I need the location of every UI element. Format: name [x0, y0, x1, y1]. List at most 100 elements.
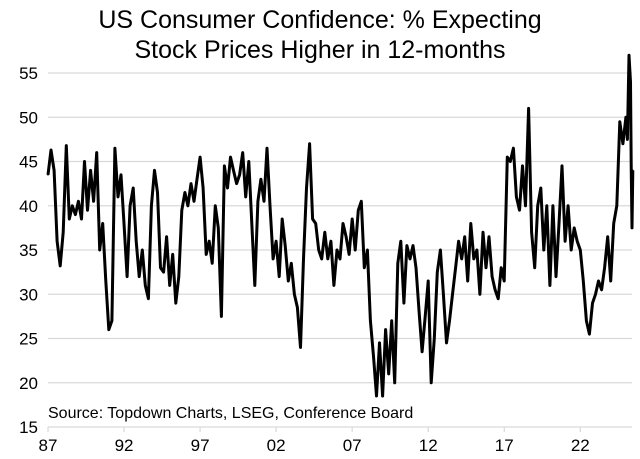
data-point [65, 144, 68, 147]
data-point [129, 204, 131, 207]
data-point [177, 275, 180, 278]
data-point [369, 320, 372, 322]
data-point [232, 169, 235, 172]
data-point [217, 227, 220, 229]
data-point [339, 258, 341, 260]
x-tick-label: 92 [115, 436, 134, 455]
data-point [293, 293, 296, 296]
data-point [630, 165, 633, 167]
data-point [214, 204, 217, 207]
data-point [427, 280, 430, 282]
data-point [573, 227, 576, 229]
series-line [46, 53, 635, 398]
data-point [305, 187, 308, 189]
data-point [311, 218, 314, 220]
data-point [530, 231, 533, 234]
data-point [269, 204, 271, 207]
data-point [622, 143, 624, 145]
series-points [47, 54, 634, 397]
data-point [348, 253, 350, 256]
data-point [181, 209, 183, 211]
data-point [421, 350, 423, 353]
data-point [552, 204, 554, 207]
data-point [457, 240, 460, 242]
x-tick-label: 22 [571, 436, 590, 455]
data-point [235, 182, 238, 185]
data-point [488, 235, 490, 238]
data-point [80, 218, 83, 220]
data-point [317, 249, 320, 251]
data-point [278, 275, 280, 278]
x-tick-label: 87 [39, 436, 58, 455]
data-point [336, 249, 338, 251]
data-point [579, 249, 582, 251]
data-point [114, 147, 116, 150]
data-point [56, 240, 58, 242]
data-point [193, 200, 195, 203]
data-point [342, 222, 344, 225]
data-point [290, 262, 293, 265]
y-tick-label: 35 [19, 241, 38, 260]
data-point [101, 222, 104, 225]
data-point [612, 222, 615, 225]
data-point [202, 187, 204, 189]
data-point [104, 280, 107, 282]
data-point [47, 173, 49, 176]
data-point [187, 204, 189, 207]
data-point [509, 160, 512, 163]
data-point [521, 165, 524, 167]
data-point [597, 280, 600, 282]
data-point [196, 178, 198, 180]
data-point [208, 240, 211, 242]
data-point [445, 342, 448, 344]
x-axis [47, 426, 632, 432]
data-point [153, 169, 156, 172]
data-point [625, 116, 627, 119]
data-point [263, 200, 265, 203]
data-point [50, 149, 52, 151]
source-note: Source: Topdown Charts, LSEG, Conference… [48, 405, 413, 422]
data-point [412, 244, 414, 247]
data-point [518, 209, 521, 211]
data-point [588, 333, 591, 335]
data-point [396, 262, 399, 265]
data-point [491, 275, 493, 278]
data-point [74, 213, 77, 216]
data-point [330, 240, 332, 242]
data-point [299, 346, 302, 349]
data-point [546, 204, 548, 207]
data-point [275, 240, 277, 242]
data-point [527, 107, 530, 110]
data-point [247, 160, 250, 163]
data-point [629, 81, 632, 83]
data-point [415, 266, 417, 269]
data-point [476, 249, 478, 251]
data-point [284, 244, 287, 247]
data-point [62, 231, 65, 234]
data-point [533, 266, 536, 269]
data-point [241, 151, 244, 154]
data-point [381, 395, 384, 397]
data-point [345, 235, 347, 238]
data-point [77, 200, 80, 203]
data-point [372, 355, 375, 358]
data-point [53, 169, 55, 172]
data-point [126, 275, 128, 278]
data-point [400, 240, 402, 242]
data-point [390, 320, 393, 322]
data-point [95, 151, 98, 154]
data-point [424, 315, 426, 318]
data-point [98, 249, 101, 251]
data-point [463, 235, 466, 238]
data-point [257, 200, 259, 203]
data-point [594, 293, 597, 296]
data-point [156, 191, 159, 194]
data-point [555, 275, 557, 278]
data-point [619, 120, 621, 123]
data-point [302, 258, 305, 260]
data-point [250, 222, 253, 225]
data-point [287, 280, 290, 282]
data-point [406, 244, 408, 247]
data-point [159, 266, 162, 269]
data-point [226, 187, 229, 189]
